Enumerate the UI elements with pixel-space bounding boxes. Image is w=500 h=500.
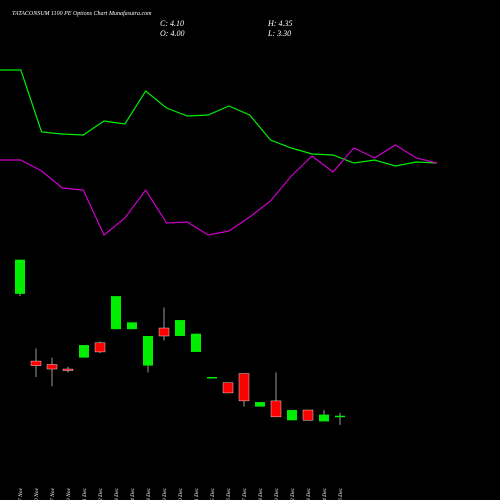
- low-info: L: 3.30: [267, 29, 291, 38]
- x-tick-label: 04 Dec: [129, 487, 136, 500]
- candle-body: [15, 259, 25, 294]
- x-tick-label: 27 Nov: [50, 487, 56, 500]
- candle-body: [175, 320, 185, 336]
- open-info: O: 4.00: [160, 29, 184, 38]
- candle-body: [30, 360, 42, 366]
- close-info: C: 4.10: [160, 19, 184, 28]
- candle-body: [255, 402, 265, 407]
- candle-body: [287, 410, 297, 421]
- line-series: [0, 144, 438, 236]
- x-tick-label: 26 Dec: [338, 487, 344, 500]
- candle-body: [46, 364, 58, 370]
- x-tick-label: 22 Dec: [290, 487, 296, 500]
- x-tick-label: 09 Dec: [162, 487, 168, 500]
- x-tick-label: 23 Dec: [306, 487, 312, 500]
- x-tick-label: 16 Dec: [226, 487, 232, 500]
- x-tick-label: 18 Dec: [258, 487, 264, 500]
- candle-body: [111, 296, 121, 330]
- line-series: [0, 69, 438, 167]
- x-tick-label: 01 Dec: [82, 487, 88, 500]
- x-tick-label: 17 Nov: [18, 487, 24, 500]
- x-tick-label: 15 Dec: [210, 487, 216, 500]
- x-tick-label: 10 Dec: [178, 487, 184, 500]
- candle-body: [335, 415, 345, 418]
- candle-body: [191, 333, 201, 352]
- candle-body: [79, 345, 89, 358]
- candle-body: [238, 373, 250, 402]
- x-tick-label: 20 Nov: [34, 487, 40, 500]
- candle-body: [94, 342, 106, 353]
- x-tick-label: 03 Dec: [114, 487, 120, 500]
- candle-body: [143, 335, 153, 366]
- high-info: H: 4.35: [267, 19, 292, 28]
- candle-body: [158, 327, 170, 337]
- x-tick-label: 17 Dec: [242, 487, 248, 500]
- x-tick-label: 08 Dec: [146, 487, 152, 500]
- candle-body: [62, 368, 74, 371]
- candle-body: [222, 382, 234, 394]
- x-tick-label: 11 Dec: [194, 487, 200, 500]
- candle-body: [207, 376, 217, 379]
- x-tick-label: 29 Nov: [66, 487, 72, 500]
- chart-title: TATACONSUM 1100 PE Options Chart Munafas…: [12, 10, 152, 17]
- candle-body: [270, 400, 282, 418]
- candle-body: [127, 322, 137, 330]
- candle-body: [302, 409, 314, 421]
- x-tick-label: 24 Dec: [321, 487, 328, 500]
- x-tick-label: 02 Dec: [98, 487, 104, 500]
- candle-body: [319, 414, 329, 422]
- x-tick-label: 19 Dec: [274, 487, 280, 500]
